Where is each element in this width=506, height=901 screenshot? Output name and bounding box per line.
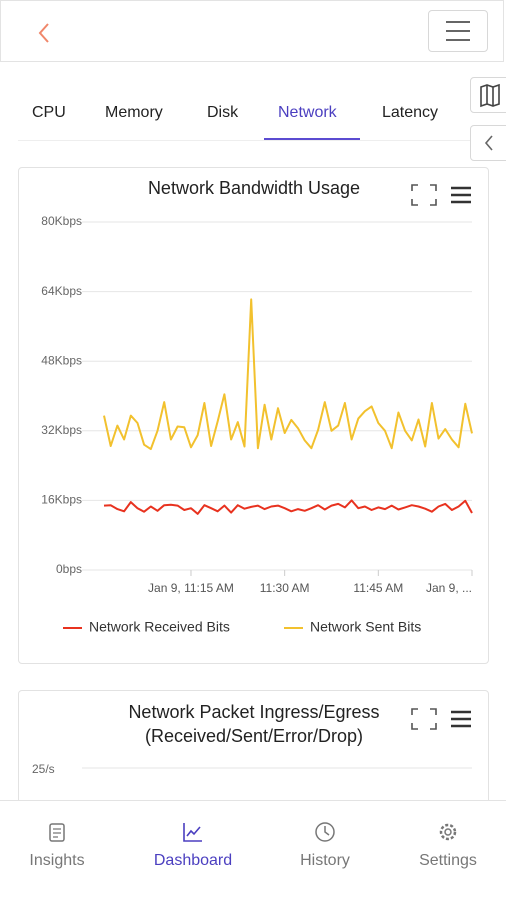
chart-title: Network Packet Ingress/Egress (Received/… bbox=[128, 702, 380, 746]
y-tick-label: 80Kbps bbox=[41, 214, 82, 228]
tab[interactable]: CPU bbox=[32, 104, 66, 121]
chart-card bbox=[18, 167, 489, 664]
series-line bbox=[103, 499, 473, 515]
tab[interactable]: Disk bbox=[207, 104, 239, 121]
charts: Network Bandwidth Usage 0bps 16Kbps 32Kbps… bbox=[32, 178, 473, 776]
map-button[interactable] bbox=[470, 77, 506, 113]
tab-indicator bbox=[264, 138, 360, 140]
fullscreen-icon[interactable] bbox=[411, 708, 437, 730]
dashboard-icon[interactable] bbox=[183, 823, 202, 842]
nav-item[interactable]: Dashboard bbox=[153, 852, 233, 869]
nav-item[interactable]: Insights bbox=[29, 852, 85, 869]
menu-icon bbox=[446, 21, 470, 41]
chart-menu-icon[interactable] bbox=[451, 186, 471, 204]
y-tick-label: 25/s bbox=[32, 762, 55, 776]
insights-icon[interactable] bbox=[49, 823, 65, 842]
collapse-button[interactable] bbox=[470, 125, 506, 161]
tab[interactable]: Latency bbox=[382, 104, 439, 121]
menu-button[interactable] bbox=[428, 10, 488, 52]
nav-item[interactable]: History bbox=[300, 852, 350, 869]
tab[interactable]: Memory bbox=[105, 104, 163, 121]
nav-icons bbox=[49, 822, 457, 842]
tab[interactable]: Network bbox=[278, 104, 337, 121]
header bbox=[0, 0, 504, 62]
legend-label: Network Sent Bits bbox=[310, 619, 421, 635]
x-tick-label: 11:30 AM bbox=[260, 581, 310, 595]
chart-menu-icon[interactable] bbox=[451, 710, 471, 728]
y-tick-label: 32Kbps bbox=[41, 423, 82, 437]
legend-label: Network Received Bits bbox=[89, 619, 230, 635]
tab-divider bbox=[18, 140, 488, 141]
back-button[interactable] bbox=[35, 21, 53, 45]
history-icon[interactable] bbox=[315, 822, 335, 842]
nav-item[interactable]: Settings bbox=[419, 852, 477, 869]
x-tick-label: Jan 9, ... bbox=[426, 581, 472, 595]
chart-title: Network Bandwidth Usage bbox=[148, 178, 360, 198]
y-tick-label: 0bps bbox=[56, 562, 82, 576]
x-tick-label: 11:45 AM bbox=[353, 581, 403, 595]
fullscreen-icon[interactable] bbox=[411, 184, 437, 206]
chevron-icon bbox=[484, 135, 493, 151]
y-tick-label: 48Kbps bbox=[41, 353, 82, 367]
x-tick-label: Jan 9, 11:15 AM bbox=[148, 581, 234, 595]
map-icon bbox=[480, 83, 500, 108]
y-tick-label: 16Kbps bbox=[41, 493, 82, 507]
series-line bbox=[103, 298, 473, 451]
bottom-nav bbox=[0, 800, 506, 901]
settings-icon[interactable] bbox=[439, 823, 457, 841]
y-tick-label: 64Kbps bbox=[41, 284, 82, 298]
